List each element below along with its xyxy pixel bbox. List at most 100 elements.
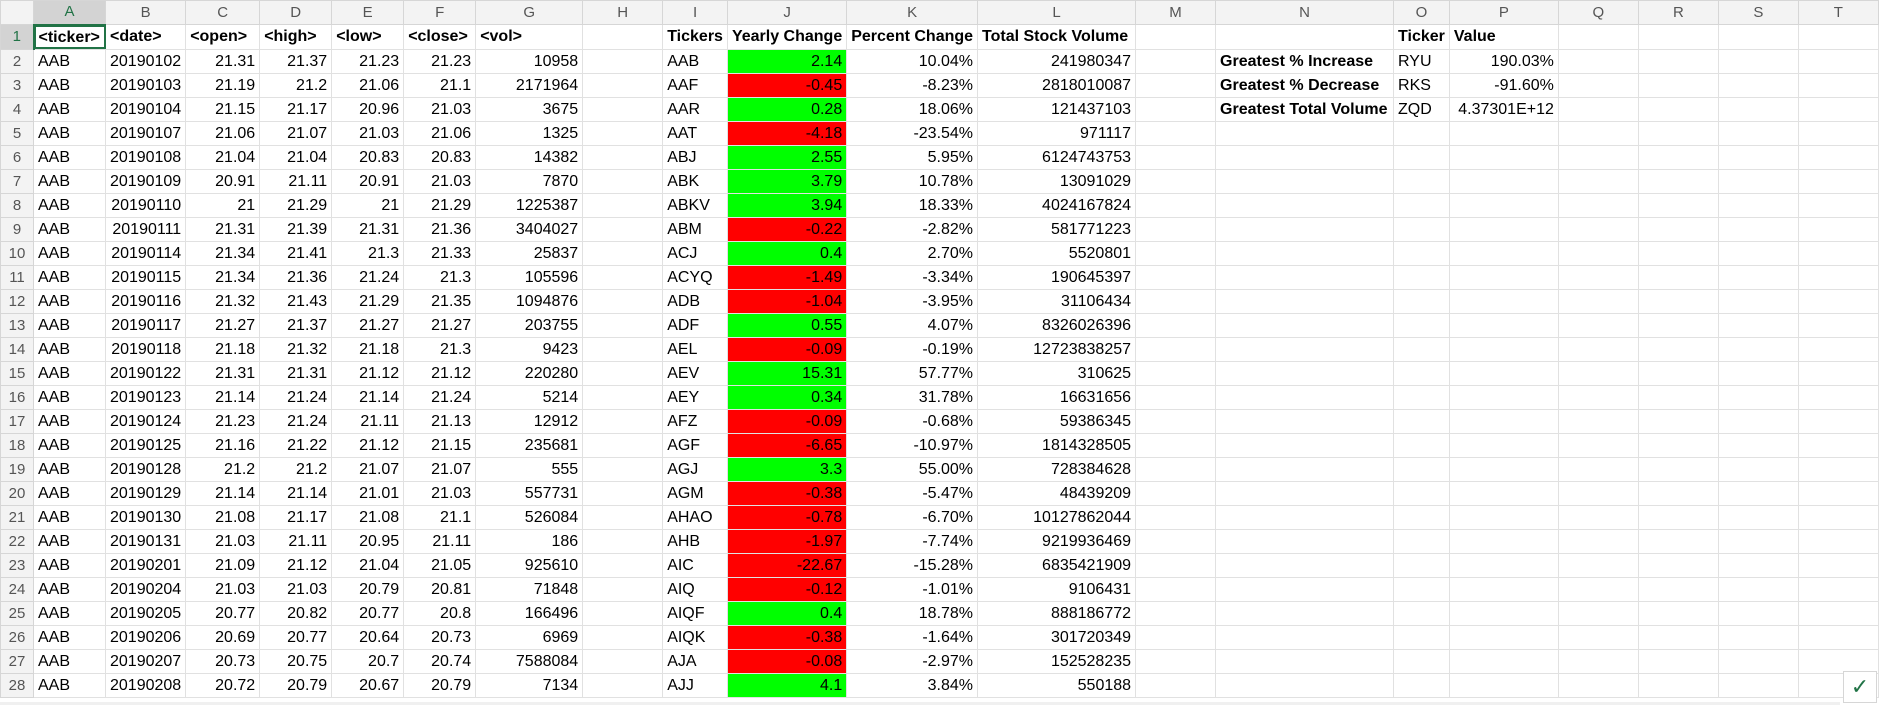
cell[interactable]: AAB bbox=[33, 480, 106, 506]
cell[interactable]: AAB bbox=[33, 120, 106, 146]
cell[interactable]: 21.37 bbox=[259, 48, 333, 74]
cell[interactable]: 20190116 bbox=[104, 288, 187, 314]
cell[interactable]: 20.7 bbox=[331, 648, 405, 674]
cell[interactable]: -3.95% bbox=[846, 288, 979, 314]
cell[interactable]: 57.77% bbox=[846, 360, 979, 386]
cell[interactable] bbox=[1448, 528, 1559, 554]
cell[interactable] bbox=[1557, 240, 1639, 266]
cell[interactable] bbox=[1557, 624, 1639, 650]
cell[interactable]: 21.12 bbox=[259, 552, 333, 578]
cell[interactable] bbox=[1215, 240, 1395, 266]
cell[interactable]: 728384628 bbox=[977, 456, 1137, 482]
cell[interactable]: 21.04 bbox=[331, 552, 405, 578]
cell[interactable]: 20190206 bbox=[104, 624, 187, 650]
cell[interactable] bbox=[1637, 576, 1719, 602]
yearly-change-cell[interactable]: 3.94 bbox=[726, 192, 848, 218]
cell[interactable]: 7134 bbox=[475, 672, 584, 698]
cell[interactable] bbox=[1215, 264, 1395, 290]
cell[interactable] bbox=[1637, 672, 1719, 698]
cell[interactable] bbox=[582, 48, 664, 74]
cell[interactable] bbox=[1557, 648, 1639, 674]
cell[interactable] bbox=[1448, 120, 1559, 146]
cell[interactable]: 21.31 bbox=[259, 360, 333, 386]
cell[interactable]: 21.29 bbox=[259, 192, 333, 218]
row-header[interactable]: 22 bbox=[0, 528, 34, 554]
cell[interactable] bbox=[1448, 336, 1559, 362]
cell[interactable]: 21.31 bbox=[185, 360, 261, 386]
row-header[interactable]: 7 bbox=[0, 168, 34, 194]
cell[interactable]: ADF bbox=[662, 312, 728, 338]
cell[interactable] bbox=[1717, 48, 1799, 74]
cell[interactable]: -2.82% bbox=[846, 216, 979, 242]
cell[interactable]: 21.32 bbox=[259, 336, 333, 362]
cell[interactable] bbox=[1135, 624, 1217, 650]
cell[interactable]: 21.2 bbox=[185, 456, 261, 482]
cell[interactable]: 21.14 bbox=[259, 480, 333, 506]
cell[interactable]: 21.23 bbox=[403, 48, 477, 74]
cell[interactable] bbox=[1135, 480, 1217, 506]
row-header[interactable]: 10 bbox=[0, 240, 34, 266]
cell[interactable] bbox=[1448, 240, 1559, 266]
column-header-h[interactable]: H bbox=[582, 0, 664, 25]
cell[interactable]: 3675 bbox=[475, 96, 584, 122]
cell[interactable]: 21.12 bbox=[331, 360, 405, 386]
row-header[interactable]: 27 bbox=[0, 648, 34, 674]
cell[interactable]: 20190124 bbox=[104, 408, 187, 434]
cell[interactable] bbox=[1215, 600, 1395, 626]
cell[interactable] bbox=[1557, 600, 1639, 626]
cell[interactable] bbox=[1135, 672, 1217, 698]
cell[interactable]: ADB bbox=[662, 288, 728, 314]
cell[interactable]: AAB bbox=[33, 288, 106, 314]
cell[interactable] bbox=[1797, 576, 1879, 602]
cell[interactable]: 20.64 bbox=[331, 624, 405, 650]
cell[interactable]: 6835421909 bbox=[977, 552, 1137, 578]
cell[interactable] bbox=[582, 312, 664, 338]
cell[interactable]: 21.36 bbox=[403, 216, 477, 242]
cell[interactable]: AHB bbox=[662, 528, 728, 554]
cell[interactable] bbox=[1557, 72, 1639, 98]
cell[interactable] bbox=[1215, 288, 1395, 314]
cell[interactable]: 21.12 bbox=[331, 432, 405, 458]
cell[interactable]: AFZ bbox=[662, 408, 728, 434]
cell[interactable]: AEY bbox=[662, 384, 728, 410]
cell[interactable]: Total Stock Volume bbox=[977, 24, 1137, 50]
cell[interactable] bbox=[1557, 336, 1639, 362]
cell[interactable]: AAB bbox=[33, 576, 106, 602]
cell[interactable] bbox=[1717, 360, 1799, 386]
cell[interactable] bbox=[1797, 504, 1879, 530]
cell[interactable] bbox=[1637, 504, 1719, 530]
cell[interactable] bbox=[582, 408, 664, 434]
yearly-change-cell[interactable]: -0.78 bbox=[726, 504, 848, 530]
cell[interactable]: 20.91 bbox=[331, 168, 405, 194]
cell[interactable] bbox=[1557, 504, 1639, 530]
cell[interactable] bbox=[1717, 600, 1799, 626]
yearly-change-cell[interactable]: -0.45 bbox=[726, 72, 848, 98]
cell[interactable]: 21.05 bbox=[403, 552, 477, 578]
row-header[interactable]: 9 bbox=[0, 216, 34, 242]
cell[interactable]: AAB bbox=[33, 600, 106, 626]
cell[interactable]: AAB bbox=[33, 528, 106, 554]
cell[interactable] bbox=[1135, 288, 1217, 314]
column-header-c[interactable]: C bbox=[185, 0, 261, 25]
cell[interactable] bbox=[1557, 96, 1639, 122]
cell[interactable]: 20.96 bbox=[331, 96, 405, 122]
cell[interactable] bbox=[1215, 624, 1395, 650]
cell[interactable]: 21.07 bbox=[259, 120, 333, 146]
cell[interactable]: 20190122 bbox=[104, 360, 187, 386]
cell[interactable]: 526084 bbox=[475, 504, 584, 530]
cell[interactable]: -2.97% bbox=[846, 648, 979, 674]
cell[interactable]: 7588084 bbox=[475, 648, 584, 674]
cell[interactable]: Greatest % Increase bbox=[1215, 48, 1395, 74]
cell[interactable]: 13091029 bbox=[977, 168, 1137, 194]
cell[interactable] bbox=[582, 624, 664, 650]
cell[interactable]: <date> bbox=[104, 24, 187, 50]
cell[interactable]: 21.41 bbox=[259, 240, 333, 266]
row-header[interactable]: 14 bbox=[0, 336, 34, 362]
cell[interactable] bbox=[1393, 600, 1450, 626]
cell[interactable] bbox=[1393, 144, 1450, 170]
cell[interactable] bbox=[582, 504, 664, 530]
cell[interactable]: 20190205 bbox=[104, 600, 187, 626]
cell[interactable]: 21.34 bbox=[185, 264, 261, 290]
cell[interactable] bbox=[1557, 408, 1639, 434]
cell[interactable] bbox=[1135, 96, 1217, 122]
